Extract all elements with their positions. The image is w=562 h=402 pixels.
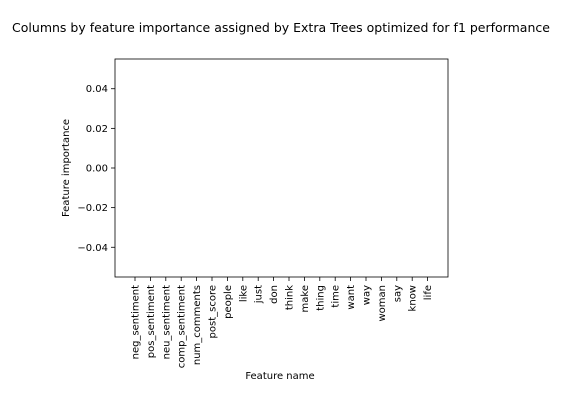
x-tick-label: say	[392, 285, 403, 302]
y-tick-label: −0.04	[77, 243, 108, 254]
y-axis-label: Feature importance	[61, 119, 72, 217]
x-axis-label: Feature name	[245, 371, 314, 382]
x-tick-label: num_comments	[192, 285, 203, 365]
x-tick-label: think	[285, 285, 296, 310]
x-tick-label: time	[331, 285, 342, 308]
x-tick-label: make	[300, 285, 311, 312]
x-tick-label: way	[362, 285, 373, 305]
x-tick-label: comp_sentiment	[177, 285, 188, 368]
y-tick-label: 0.02	[86, 124, 108, 135]
plot-area	[114, 58, 449, 278]
y-axis-ticks: 0.04 0.02 0.00 −0.02 −0.04	[77, 84, 115, 254]
y-tick-label: 0.04	[86, 84, 108, 95]
x-tick-label: post_score	[208, 285, 219, 338]
y-tick-label: 0.00	[86, 164, 108, 175]
x-tick-label: like	[238, 285, 249, 302]
x-tick-label: woman	[377, 285, 388, 322]
chart-title: Columns by feature importance assigned b…	[12, 20, 550, 35]
x-tick-label: want	[346, 285, 357, 310]
x-tick-label: people	[223, 285, 234, 319]
x-axis-ticks: neg_sentiment pos_sentiment neu_sentiment c…	[131, 277, 434, 368]
x-tick-label: don	[269, 285, 280, 304]
x-tick-label: neg_sentiment	[131, 285, 142, 359]
x-tick-label: thing	[315, 285, 326, 311]
x-tick-label: life	[423, 285, 434, 300]
y-tick-label: −0.02	[77, 203, 108, 214]
x-tick-label: know	[408, 285, 419, 311]
x-tick-label: just	[254, 285, 265, 304]
x-tick-label: neu_sentiment	[161, 285, 172, 359]
x-tick-label: pos_sentiment	[146, 285, 157, 358]
